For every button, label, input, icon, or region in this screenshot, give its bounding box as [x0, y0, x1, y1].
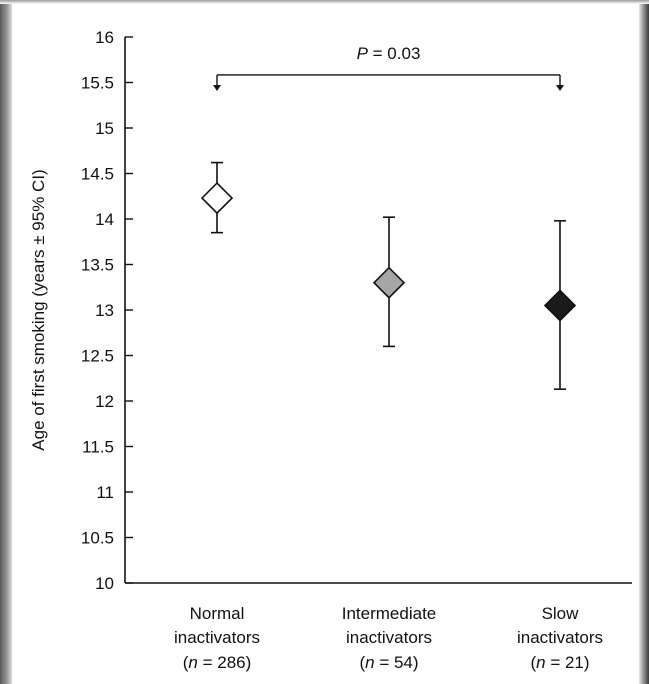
scan-edge-right	[639, 0, 649, 684]
y-tick-label: 15.5	[81, 74, 114, 93]
category-name-label: Normal	[190, 604, 245, 623]
y-tick-label: 16	[95, 28, 114, 47]
category-sub-label: inactivators	[174, 628, 260, 647]
y-axis-title: Age of first smoking (years ± 95% CI)	[29, 169, 48, 450]
diamond-marker	[543, 289, 577, 322]
y-tick-label: 15	[95, 119, 114, 138]
y-tick-label: 14.5	[81, 165, 114, 184]
y-tick-label: 11	[96, 483, 114, 502]
labels: 10 10.5 11 11.5 12 12.5 13 13.5 14 14.5 15 15.5 16 Ag…	[29, 28, 603, 672]
diamond-marker	[372, 266, 406, 299]
scan-edge-top	[0, 0, 649, 4]
axes	[124, 36, 632, 584]
y-tick-label: 12.5	[81, 347, 114, 366]
category-n-label: (n = 21)	[530, 653, 589, 672]
y-tick-label: 10.5	[81, 529, 114, 548]
category-n-label: (n = 54)	[359, 653, 418, 672]
y-tick-label: 13	[95, 301, 114, 320]
arrowhead-down-icon	[213, 84, 221, 91]
y-tick-label: 10	[95, 574, 114, 593]
diamond-marker	[200, 181, 234, 215]
y-tick-label: 14	[95, 210, 114, 229]
arrowhead-down-icon	[556, 84, 564, 91]
category-sub-label: inactivators	[517, 628, 603, 647]
category-name-label: Slow	[542, 604, 580, 623]
scan-edge-left	[0, 0, 12, 684]
category-n-label: (n = 286)	[183, 653, 252, 672]
y-tick-label: 11.5	[82, 438, 114, 457]
marks	[200, 74, 577, 390]
y-tick-label: 13.5	[81, 256, 114, 275]
category-sub-label: inactivators	[346, 628, 432, 647]
category-name-label: Intermediate	[342, 604, 437, 623]
p-value-label: P = 0.03	[357, 44, 421, 63]
y-tick-label: 12	[95, 392, 114, 411]
